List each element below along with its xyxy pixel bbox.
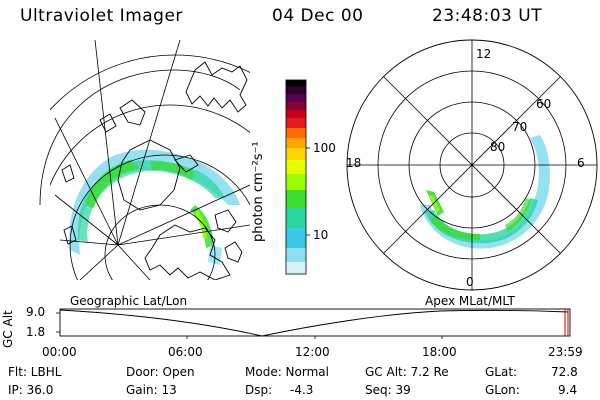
mlat-label-60: 60: [536, 97, 552, 111]
mlat-label-70: 70: [512, 120, 528, 134]
polar-aurora: [420, 135, 550, 249]
gc-alt-info: GC Alt: 7.2 Re: [365, 365, 449, 379]
polar-plot: [346, 39, 598, 291]
altitude-plot: [56, 308, 571, 339]
geo-outer-arc: [39, 69, 241, 206]
colorbar-tick-100: 100: [313, 141, 336, 155]
time-tick-1200: 12:00: [295, 345, 330, 359]
altitude-axis-label: GC Alt: [1, 310, 15, 348]
colorbar-tick-10: 10: [313, 228, 329, 242]
colorbar-unit-label: photon cm⁻²s⁻¹: [251, 141, 266, 242]
mlt-label-12: 12: [476, 47, 492, 61]
filter-info: Flt: LBHL: [8, 365, 62, 379]
altitude-tick-top: 9.0: [26, 305, 46, 319]
glat-value: 72.8: [551, 365, 578, 379]
altitude-tick-bottom: 1.8: [26, 325, 46, 339]
dsp-label: Dsp:: [245, 383, 273, 397]
mode-info: Mode: Normal: [245, 365, 329, 379]
date-label: 04 Dec 00: [272, 6, 364, 26]
glon-value: 9.4: [558, 383, 578, 397]
geographic-map: [50, 40, 250, 280]
polar-panel-label: Apex MLat/MLT: [425, 294, 515, 308]
time-label: 23:48:03 UT: [432, 6, 543, 26]
glon-label: GLon:: [485, 383, 520, 397]
colorbar: [285, 79, 310, 275]
mlt-label-6: 6: [577, 156, 585, 170]
seq-info: Seq: 39: [365, 383, 411, 397]
altitude-curve: [59, 309, 569, 337]
dsp-value: -4.3: [290, 383, 314, 397]
time-tick-0000: 00:00: [42, 345, 77, 359]
mlt-label-18: 18: [346, 156, 362, 170]
time-tick-1800: 18:00: [422, 345, 457, 359]
glat-label: GLat:: [485, 365, 518, 379]
geo-panel-label: Geographic Lat/Lon: [70, 294, 188, 308]
gain-info: Gain: 13: [126, 383, 177, 397]
ip-info: IP: 36.0: [8, 383, 54, 397]
instrument-title: Ultraviolet Imager: [20, 6, 183, 26]
time-tick-2359: 23:59: [548, 345, 583, 359]
geo-grid: [50, 40, 250, 280]
mlt-label-0: 0: [466, 275, 474, 289]
time-tick-0600: 06:00: [168, 345, 203, 359]
door-info: Door: Open: [126, 365, 195, 379]
mlat-label-80: 80: [490, 140, 506, 154]
